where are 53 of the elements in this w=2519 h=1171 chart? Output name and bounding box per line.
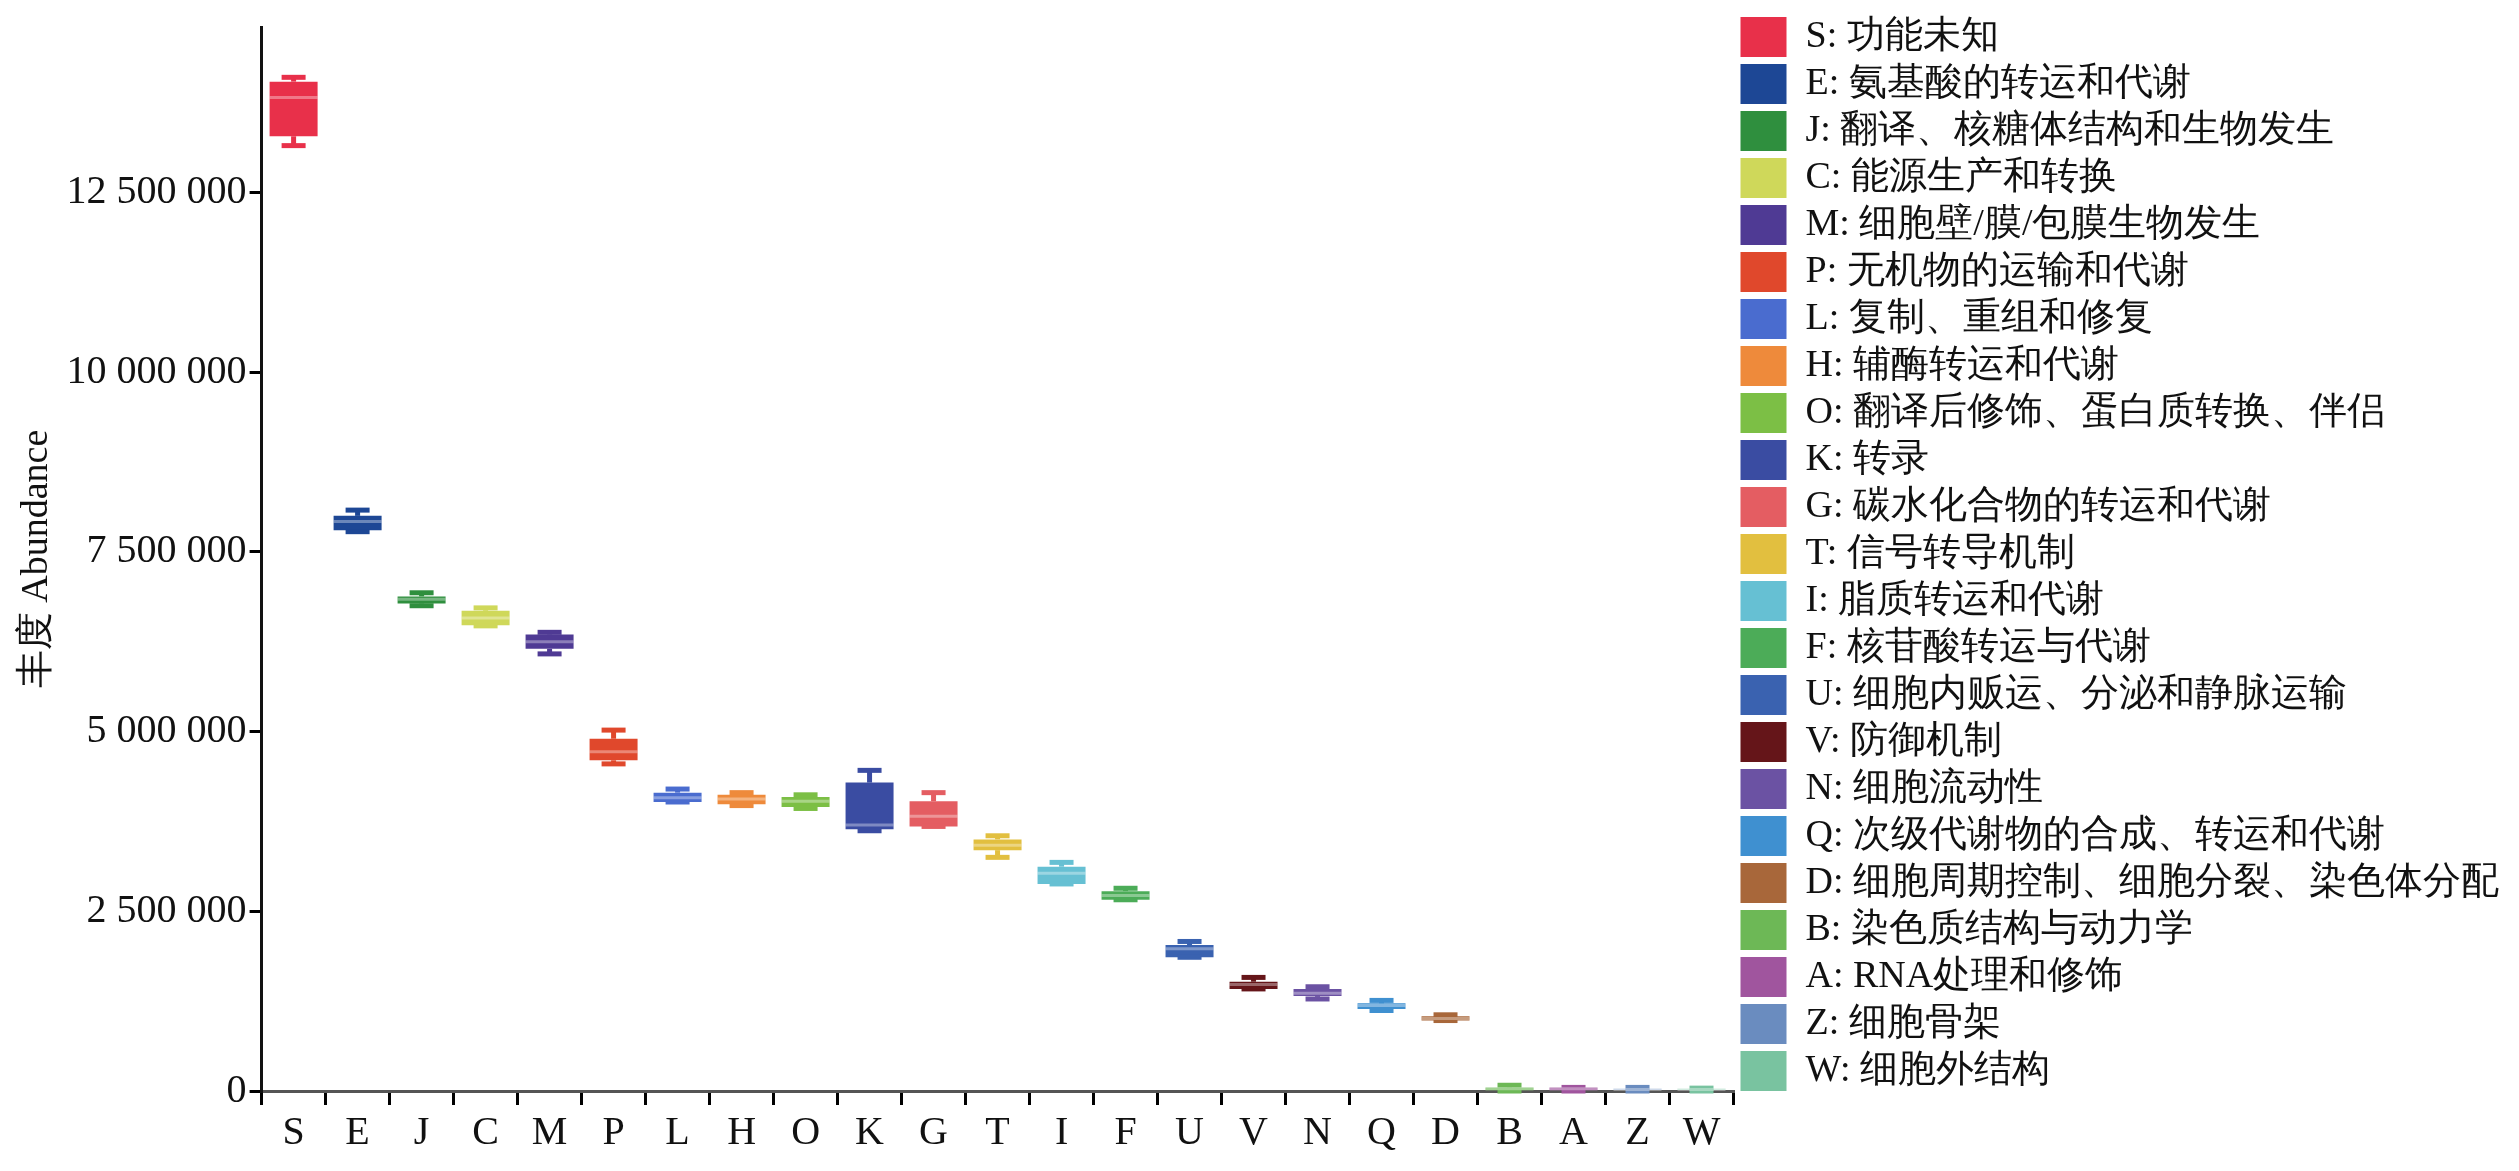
legend-label: Q: 次级代谢物的合成、转运和代谢 (1805, 811, 2385, 854)
legend-label: K: 转录 (1805, 435, 1929, 478)
x-tick-label: E (345, 1107, 370, 1153)
x-tick-label: U (1175, 1107, 1205, 1153)
y-tick-label: 0 (226, 1065, 247, 1111)
x-tick-label: N (1303, 1107, 1332, 1153)
x-tick-label: H (727, 1107, 757, 1153)
legend-label: W: 细胞外结构 (1805, 1046, 2051, 1089)
legend-label: Z: 细胞骨架 (1805, 999, 2001, 1042)
legend-label: F: 核苷酸转运与代谢 (1805, 623, 2151, 666)
x-tick-label: F (1114, 1107, 1137, 1153)
legend-label: N: 细胞流动性 (1805, 764, 2043, 807)
legend-label: I: 脂质转运和代谢 (1805, 576, 2105, 619)
legend-label: H: 辅酶转运和代谢 (1805, 341, 2119, 384)
x-tick-label: T (985, 1107, 1010, 1153)
x-tick-label: W (1682, 1107, 1721, 1153)
x-tick-label: D (1431, 1107, 1460, 1153)
legend-label: P: 无机物的运输和代谢 (1805, 247, 2189, 290)
y-tick-label: 5 000 000 (86, 706, 247, 752)
legend-label: B: 染色质结构与动力学 (1805, 905, 2193, 948)
x-tick-label: C (472, 1107, 499, 1153)
legend-label: J: 翻译、核糖体结构和生物发生 (1805, 106, 2335, 149)
y-tick-label: 7 500 000 (86, 526, 247, 572)
x-tick-label: J (413, 1107, 430, 1153)
x-tick-label: A (1559, 1107, 1589, 1153)
y-tick-label: 12 500 000 (66, 166, 247, 212)
x-tick-label: Z (1625, 1107, 1650, 1153)
legend-label: E: 氨基酸的转运和代谢 (1805, 59, 2191, 102)
x-tick-label: S (282, 1107, 305, 1153)
x-tick-label: I (1054, 1107, 1069, 1153)
y-tick-label: 10 000 000 (66, 346, 247, 392)
x-tick-label: B (1496, 1107, 1523, 1153)
legend-label: U: 细胞内贩运、分泌和静脉运输 (1805, 670, 2347, 713)
x-tick-label: M (531, 1107, 568, 1153)
y-axis-title: 丰度 Abundance (12, 429, 55, 689)
x-tick-label: O (791, 1107, 821, 1153)
legend-label: S: 功能未知 (1805, 12, 1999, 55)
legend-label: L: 复制、重组和修复 (1805, 294, 2153, 337)
x-tick-label: L (665, 1107, 690, 1153)
x-tick-label: G (919, 1107, 948, 1153)
x-tick-label: K (855, 1107, 885, 1153)
legend-label: T: 信号转导机制 (1805, 529, 2075, 572)
y-tick-label: 2 500 000 (86, 885, 247, 931)
x-tick-label: P (602, 1107, 625, 1153)
legend-label: G: 碳水化合物的转运和代谢 (1805, 482, 2271, 525)
legend-label: M: 细胞壁/膜/包膜生物发生 (1805, 200, 2261, 243)
legend-label: O: 翻译后修饰、蛋白质转换、伴侣 (1805, 388, 2385, 431)
legend-label: A: RNA处理和修饰 (1805, 952, 2124, 995)
x-tick-label: Q (1367, 1107, 1397, 1153)
x-tick-label: V (1239, 1107, 1269, 1153)
legend-label: V: 防御机制 (1805, 717, 2003, 760)
legend-label: D: 细胞周期控制、细胞分裂、染色体分配 (1805, 858, 2499, 901)
legend-label: C: 能源生产和转换 (1805, 153, 2117, 196)
